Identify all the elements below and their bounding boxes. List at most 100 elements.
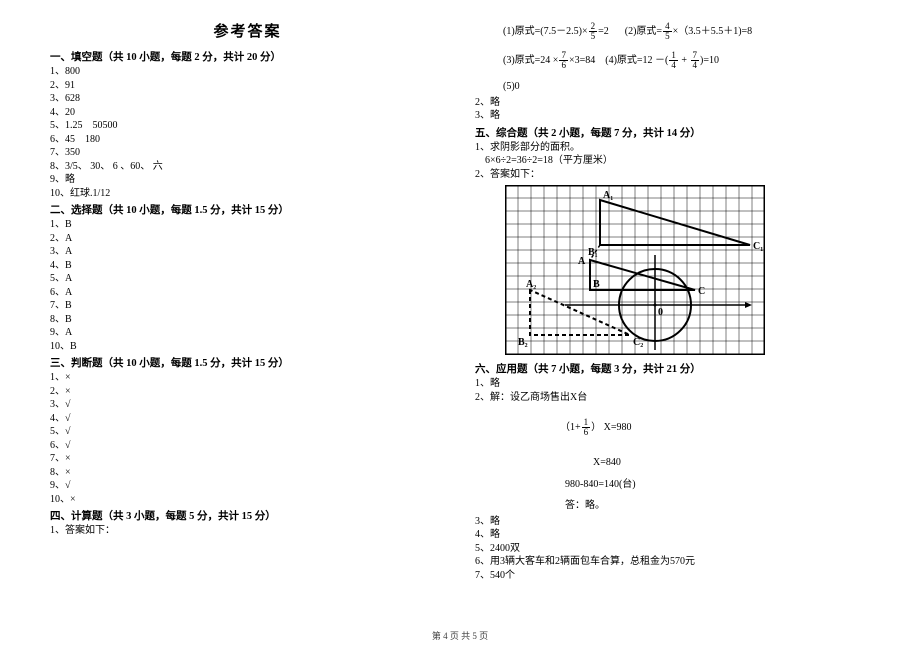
answer-item: 4、√: [50, 412, 445, 426]
eq-text: （1+: [560, 421, 581, 432]
section-2-header: 二、选择题（共 10 小题，每题 1.5 分，共计 15 分）: [50, 202, 445, 217]
eq-text: (1)原式=(7.5－2.5)×: [503, 26, 588, 37]
eq-text: 3=84: [575, 55, 596, 66]
svg-text:B₁: B₁: [588, 247, 598, 258]
frac-den: 4: [691, 61, 700, 70]
answer-item: 6×6÷2=36÷2=18（平方厘米）: [475, 154, 870, 168]
answer-item: 4、略: [475, 528, 870, 542]
answer-item: 2、略: [475, 96, 870, 110]
answer-item: 9、略: [50, 173, 445, 187]
eq-text: (3)原式=24 ×: [503, 55, 558, 66]
fraction: 25: [589, 22, 598, 41]
answer-item: 4、20: [50, 106, 445, 120]
answer-item: 2、解：设乙商场售出X台: [475, 391, 870, 405]
answer-item: 7、B: [50, 299, 445, 313]
answer-item: 7、×: [50, 452, 445, 466]
svg-text:A₁: A₁: [603, 190, 613, 201]
eq-line: 答：略。: [565, 499, 870, 513]
answer-item: 1、略: [475, 377, 870, 391]
calc-eq-5: (5)0: [503, 80, 870, 94]
answer-item: 7、350: [50, 146, 445, 160]
answer-item: 10、B: [50, 340, 445, 354]
svg-text:B₂: B₂: [518, 337, 528, 348]
fraction: 45: [663, 22, 672, 41]
frac-num: 1: [582, 418, 591, 428]
answer-item: 1、B: [50, 218, 445, 232]
answer-item: 3、略: [475, 515, 870, 529]
page: 参考答案 一、填空题（共 10 小题，每题 2 分，共计 20 分） 1、800…: [0, 0, 920, 610]
answer-item: 6、√: [50, 439, 445, 453]
eq-part: (1)原式=(7.5－2.5)×25=2: [503, 22, 609, 41]
svg-text:B: B: [593, 279, 600, 290]
answer-item: 6、用3辆大客车和2辆面包车合算，总租金为570元: [475, 555, 870, 569]
calc-eq-3-4: (3)原式=24 ×76×3=84 (4)原式=12 －(14 + 74)=10: [503, 51, 870, 70]
section-6-header: 六、应用题（共 7 小题，每题 3 分，共计 21 分）: [475, 361, 870, 376]
svg-text:A₂: A₂: [526, 279, 536, 290]
answer-item: 3、A: [50, 245, 445, 259]
right-column: (1)原式=(7.5－2.5)×25=2 (2)原式=45×（3.5＋5.5＋1…: [475, 20, 870, 600]
answer-item: 2、A: [50, 232, 445, 246]
answer-item: 5、2400双: [475, 542, 870, 556]
answer-item: 1、×: [50, 371, 445, 385]
svg-text:A: A: [578, 256, 586, 267]
svg-text:C₁: C₁: [753, 241, 763, 252]
diagram-svg: A₁ B₁ C₁ A B C A₂ B₂ C₂ 0: [505, 185, 765, 355]
answer-item: 1、800: [50, 65, 445, 79]
answer-item: 3、628: [50, 92, 445, 106]
eq-part: (3)原式=24 ×76×3=84: [503, 51, 595, 70]
frac-den: 4: [669, 61, 678, 70]
page-footer: 第 4 页 共 5 页: [0, 629, 920, 642]
eq-text: (4)原式=12 －(: [605, 55, 668, 66]
eq-line: （1+16） X=980: [545, 404, 870, 450]
frac-den: 5: [663, 32, 672, 41]
answer-item: 8、×: [50, 466, 445, 480]
fraction: 76: [559, 51, 568, 70]
svg-text:C: C: [698, 286, 705, 297]
answer-item: 5、1.25 50500: [50, 119, 445, 133]
eq-text: ×（3.5＋5.5＋1)=8: [673, 26, 753, 37]
answer-item: 2、答案如下：: [475, 168, 870, 182]
eq-text: ） X=980: [591, 421, 631, 432]
fraction: 16: [582, 418, 591, 437]
answer-item: 5、A: [50, 272, 445, 286]
eq-line: 980-840=140(台): [565, 478, 870, 492]
calc-eq-1-2: (1)原式=(7.5－2.5)×25=2 (2)原式=45×（3.5＋5.5＋1…: [503, 22, 870, 41]
geometry-diagram: A₁ B₁ C₁ A B C A₂ B₂ C₂ 0: [505, 185, 870, 355]
answer-item: 4、B: [50, 259, 445, 273]
section-1-header: 一、填空题（共 10 小题，每题 2 分，共计 20 分）: [50, 49, 445, 64]
answer-item: 3、略: [475, 109, 870, 123]
eq-part: (2)原式=45×（3.5＋5.5＋1)=8: [625, 22, 752, 41]
frac-den: 5: [589, 32, 598, 41]
fraction: 14: [669, 51, 678, 70]
answer-item: 2、×: [50, 385, 445, 399]
answer-item: 6、A: [50, 286, 445, 300]
answer-item: 8、B: [50, 313, 445, 327]
eq-part: (4)原式=12 －(14 + 74)=10: [605, 51, 719, 70]
answer-item: 5、√: [50, 425, 445, 439]
eq-text: )=10: [700, 55, 719, 66]
answer-item: 7、540个: [475, 569, 870, 583]
frac-den: 6: [559, 61, 568, 70]
frac-den: 6: [582, 428, 591, 437]
eq-line: X=840: [593, 456, 870, 470]
section-3-header: 三、判断题（共 10 小题，每题 1.5 分，共计 15 分）: [50, 355, 445, 370]
answer-item: 6、45 180: [50, 133, 445, 147]
answer-item: 8、3/5、 30、 6 、60、 六: [50, 160, 445, 174]
svg-text:C₂: C₂: [633, 337, 643, 348]
answer-lead: 1、答案如下：: [50, 524, 445, 538]
answer-item: 9、√: [50, 479, 445, 493]
answer-item: 2、91: [50, 79, 445, 93]
answer-item: 10、×: [50, 493, 445, 507]
page-title: 参考答案: [50, 20, 445, 41]
eq-text: (2)原式=: [625, 26, 662, 37]
answer-item: 9、A: [50, 326, 445, 340]
left-column: 参考答案 一、填空题（共 10 小题，每题 2 分，共计 20 分） 1、800…: [50, 20, 445, 600]
svg-text:0: 0: [658, 307, 663, 318]
eq-text: +: [679, 55, 690, 66]
answer-item: 10、红球.1/12: [50, 187, 445, 201]
eq-text: =2: [598, 26, 609, 37]
answer-item: 1、求阴影部分的面积。: [475, 141, 870, 155]
fraction: 74: [691, 51, 700, 70]
section-5-header: 五、综合题（共 2 小题，每题 7 分，共计 14 分）: [475, 125, 870, 140]
section-4-header: 四、计算题（共 3 小题，每题 5 分，共计 15 分）: [50, 508, 445, 523]
